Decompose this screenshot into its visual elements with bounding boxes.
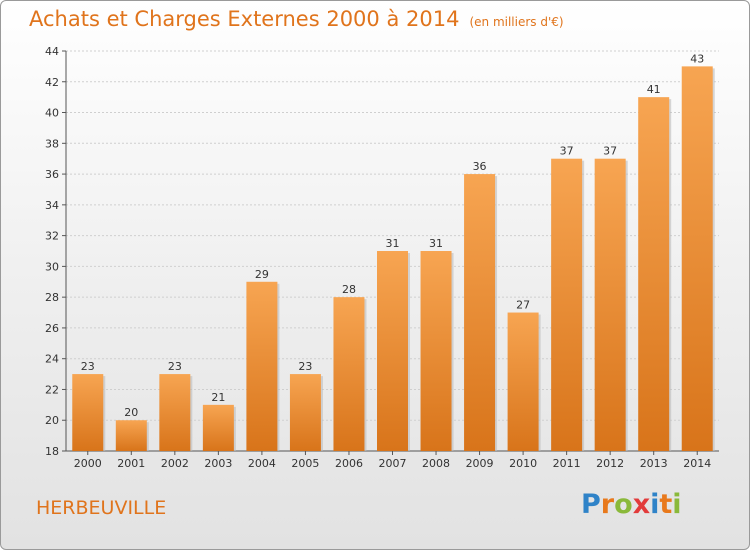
y-tick-label: 32 xyxy=(45,230,59,243)
logo-letter: t xyxy=(659,489,673,520)
y-tick-label: 38 xyxy=(45,137,59,150)
bar xyxy=(551,158,583,451)
x-tick-label: 2009 xyxy=(466,457,494,470)
y-tick-label: 24 xyxy=(45,353,59,366)
logo-letter: r xyxy=(600,489,615,520)
bar-value-label: 31 xyxy=(429,237,443,250)
y-tick-label: 36 xyxy=(45,168,59,181)
logo-letter: x xyxy=(632,489,651,520)
bar xyxy=(72,374,104,451)
y-tick-label: 44 xyxy=(45,45,59,58)
bar xyxy=(507,312,539,451)
proxiti-logo[interactable]: Proxiti xyxy=(581,489,682,520)
bar xyxy=(289,374,321,451)
x-tick-label: 2003 xyxy=(204,457,232,470)
bar xyxy=(333,297,365,451)
bar xyxy=(594,158,626,451)
bar xyxy=(377,251,408,451)
bar xyxy=(420,251,452,451)
bars xyxy=(72,66,715,452)
bar-value-label: 23 xyxy=(298,360,312,373)
y-tick-label: 34 xyxy=(45,199,59,212)
y-tick-label: 18 xyxy=(45,445,59,458)
bar xyxy=(638,97,670,452)
y-tick-label: 22 xyxy=(45,383,59,396)
x-tick-label: 2001 xyxy=(117,457,145,470)
bar-value-label: 29 xyxy=(255,268,269,281)
bar-value-label: 23 xyxy=(81,360,95,373)
y-tick-label: 30 xyxy=(45,260,59,273)
x-tick-label: 2004 xyxy=(248,457,276,470)
x-tick-label: 2012 xyxy=(596,457,624,470)
y-tick-label: 42 xyxy=(45,76,59,89)
y-tick-label: 26 xyxy=(45,322,59,335)
y-tick-label: 28 xyxy=(45,291,59,304)
x-tick-label: 2008 xyxy=(422,457,450,470)
logo-letter: i xyxy=(672,489,682,520)
chart-title-text: Achats et Charges Externes 2000 à 2014 xyxy=(29,7,460,31)
bar xyxy=(681,66,713,451)
x-tick-label: 2006 xyxy=(335,457,363,470)
logo-letter: P xyxy=(581,489,601,520)
town-name: HERBEUVILLE xyxy=(36,497,167,519)
x-tick-label: 2000 xyxy=(74,457,102,470)
x-tick-label: 2005 xyxy=(291,457,319,470)
bar xyxy=(246,281,278,451)
x-tick-label: 2002 xyxy=(161,457,189,470)
chart-title: Achats et Charges Externes 2000 à 2014 (e… xyxy=(29,7,564,31)
chart-unit: (en milliers d'€) xyxy=(469,15,564,29)
bar-value-label: 20 xyxy=(124,406,138,419)
bar xyxy=(159,374,191,451)
x-tick-label: 2010 xyxy=(509,457,537,470)
bar xyxy=(464,174,496,452)
bar-value-label: 21 xyxy=(211,391,225,404)
bar-value-label: 43 xyxy=(690,52,704,65)
bar-value-label: 28 xyxy=(342,283,356,296)
bar-value-label: 36 xyxy=(473,160,487,173)
bar-value-label: 37 xyxy=(560,145,574,158)
bar-value-label: 23 xyxy=(168,360,182,373)
logo-letter: o xyxy=(614,489,633,520)
bar-value-label: 41 xyxy=(647,83,661,96)
x-tick-label: 2013 xyxy=(640,457,668,470)
bar-value-label: 27 xyxy=(516,299,530,312)
bar xyxy=(202,404,234,451)
x-tick-label: 2011 xyxy=(553,457,581,470)
y-tick-label: 20 xyxy=(45,414,59,427)
x-tick-label: 2007 xyxy=(379,457,407,470)
bar-value-label: 31 xyxy=(386,237,400,250)
logo-letter: i xyxy=(650,489,660,520)
bar xyxy=(115,420,147,451)
labels: 18 20 22 24 26 28 30 32 34 36 38 40 42 44 23 2000 20 2001… xyxy=(45,45,711,470)
y-tick-label: 40 xyxy=(45,107,59,120)
bar-value-label: 37 xyxy=(603,145,617,158)
x-tick-label: 2014 xyxy=(683,457,711,470)
